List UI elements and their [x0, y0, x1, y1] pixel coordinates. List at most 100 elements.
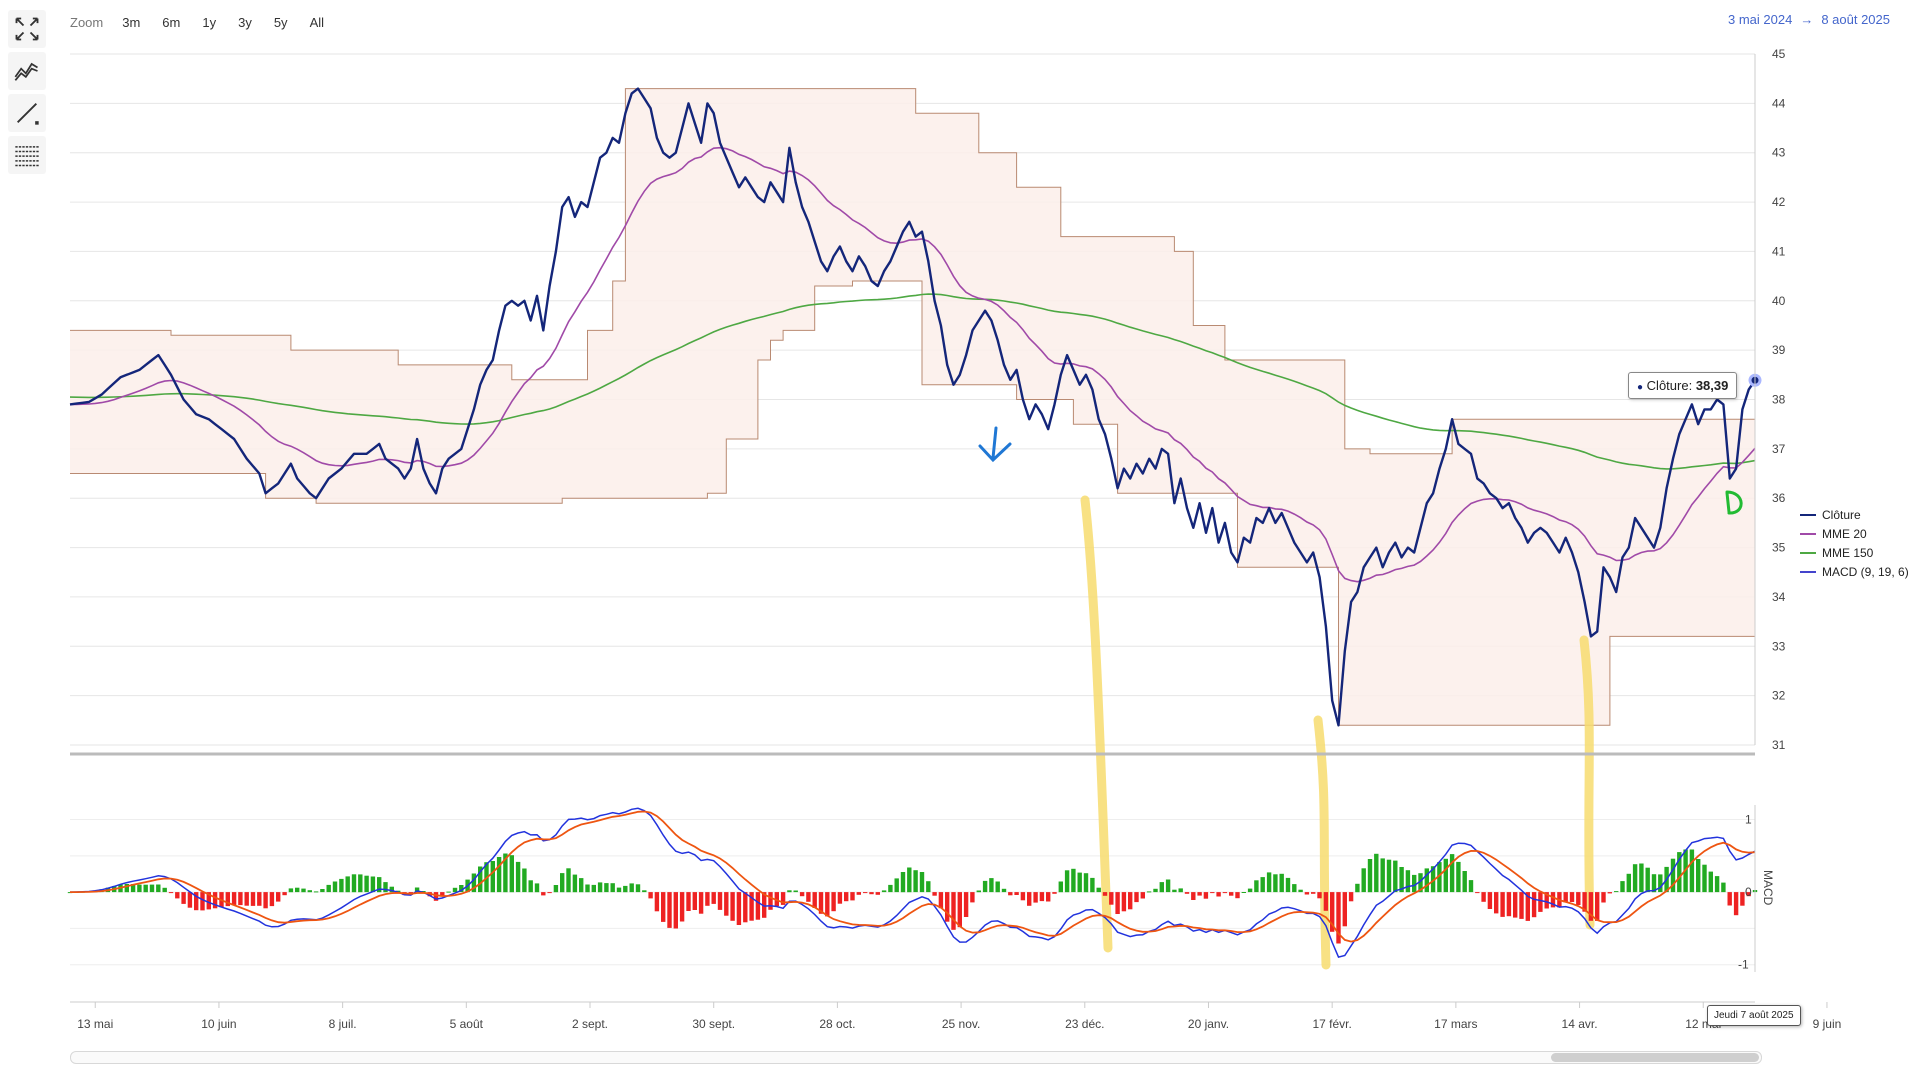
histogram-bar	[623, 885, 628, 893]
histogram-bar	[471, 873, 477, 893]
zoom-6m-button[interactable]: 6m	[162, 15, 181, 30]
time-tick-label: 25 nov.	[942, 1017, 980, 1031]
zoom-3y-button[interactable]: 3y	[238, 15, 252, 30]
price-axis: 31 32 33 34 35 36 37 38 39 40 41 42 43 44 45	[1754, 47, 1786, 752]
legend-item-macd[interactable]: MACD (9, 19, 6)	[1800, 562, 1909, 581]
histogram-bar	[806, 892, 811, 902]
histogram-bar	[743, 892, 748, 923]
histogram-bar	[793, 890, 798, 893]
histogram-bar	[1355, 883, 1360, 893]
histogram-bar	[629, 883, 634, 893]
histogram-bar	[812, 892, 817, 908]
histogram-bar	[1115, 892, 1120, 914]
legend-item-close[interactable]: Clôture	[1800, 505, 1909, 524]
histogram-bar	[730, 892, 735, 921]
histogram-bar	[1083, 873, 1089, 893]
histogram-bar	[837, 892, 843, 904]
histogram-bar	[1235, 892, 1240, 899]
histogram-bar	[1348, 892, 1354, 902]
fullscreen-button[interactable]	[8, 10, 46, 48]
legend-item-mme20[interactable]: MME 20	[1800, 524, 1909, 543]
histogram-bar	[534, 883, 540, 893]
histogram-bar	[818, 892, 824, 914]
histogram-bar	[1077, 872, 1082, 893]
histogram-bar	[970, 892, 975, 903]
histogram-bar	[1298, 889, 1303, 893]
price-tick-label: 36	[1772, 491, 1786, 505]
legend-swatch	[1800, 513, 1816, 516]
fibonacci-button[interactable]	[8, 136, 46, 174]
d-letter-annotation	[1725, 490, 1743, 515]
histogram-bar	[648, 892, 653, 899]
histogram-bar	[295, 887, 300, 893]
histogram-bar	[225, 892, 230, 907]
chart-toolbar	[8, 10, 48, 178]
histogram-bar	[768, 892, 773, 910]
highlight-stroke	[1080, 495, 1113, 953]
grid-lines-icon	[15, 146, 39, 167]
histogram-bar	[1626, 873, 1631, 893]
histogram-bar	[1323, 892, 1329, 911]
histogram-bar	[1639, 863, 1644, 893]
histogram-bar	[1563, 892, 1568, 903]
legend-swatch	[1800, 570, 1816, 573]
histogram-bar	[1733, 892, 1739, 916]
histogram-bar	[850, 892, 855, 901]
legend-label: Clôture	[1822, 507, 1861, 522]
date-range[interactable]: 3 mai 2024 → 8 août 2025	[1728, 12, 1890, 27]
zoom-5y-button[interactable]: 5y	[273, 15, 288, 30]
scrollbar-thumb[interactable]	[1551, 1053, 1759, 1062]
histogram-bar	[1519, 892, 1524, 919]
histogram-bar	[755, 892, 761, 920]
trendline-button[interactable]	[8, 94, 46, 132]
histogram-bar	[1052, 892, 1057, 894]
histogram-bar	[1386, 859, 1392, 893]
histogram-bar	[276, 892, 281, 902]
signal-line	[70, 810, 1756, 943]
zoom-all-button[interactable]: All	[309, 15, 325, 30]
range-from[interactable]: 3 mai 2024	[1727, 12, 1793, 27]
histogram-bar	[244, 892, 249, 906]
histogram-bar	[673, 892, 678, 929]
range-to[interactable]: 8 août 2025	[1821, 12, 1890, 27]
navigator-scrollbar[interactable]	[70, 1051, 1762, 1064]
histogram-bar	[667, 892, 672, 928]
histogram-bar	[1172, 889, 1177, 893]
histogram-bar	[1740, 892, 1745, 906]
histogram-bar	[1153, 888, 1158, 893]
histogram-bar	[1645, 867, 1650, 893]
indicators-button[interactable]	[8, 52, 46, 90]
mme150-line	[69, 293, 1756, 470]
histogram-bar	[1210, 892, 1215, 894]
expand-icon	[15, 17, 39, 41]
histogram-bar	[1311, 892, 1316, 894]
close-price-line	[69, 87, 1756, 727]
histogram-bar	[869, 892, 874, 895]
zoom-3m-button[interactable]: 3m	[122, 15, 141, 30]
time-tick-label: 9 juin	[1813, 1017, 1842, 1031]
histogram-bar	[1254, 880, 1259, 893]
range-arrow: →	[1800, 12, 1814, 27]
histogram-bar	[358, 874, 363, 893]
time-tick-label: 8 juil.	[329, 1017, 357, 1031]
histogram-bar	[736, 892, 742, 925]
histogram-bar	[951, 892, 956, 930]
histogram-bar	[1721, 882, 1726, 893]
histogram-bar	[238, 892, 243, 906]
time-tick-label: 30 sept.	[692, 1017, 735, 1031]
histogram-bar	[1046, 892, 1051, 902]
histogram-bar	[1468, 880, 1474, 893]
histogram-bar	[1449, 854, 1455, 893]
histogram-bar	[1071, 868, 1076, 893]
zoom-label: Zoom	[70, 15, 104, 30]
legend-item-mme150[interactable]: MME 150	[1800, 543, 1909, 562]
histogram-bar	[1178, 888, 1183, 893]
zoom-1y-button[interactable]: 1y	[202, 15, 217, 30]
histogram-bar	[168, 892, 174, 894]
histogram-bar	[604, 883, 609, 893]
histogram-bar	[288, 888, 294, 893]
histogram-bar	[1197, 892, 1202, 896]
histogram-bar	[1506, 892, 1512, 917]
histogram-bar	[982, 880, 988, 893]
